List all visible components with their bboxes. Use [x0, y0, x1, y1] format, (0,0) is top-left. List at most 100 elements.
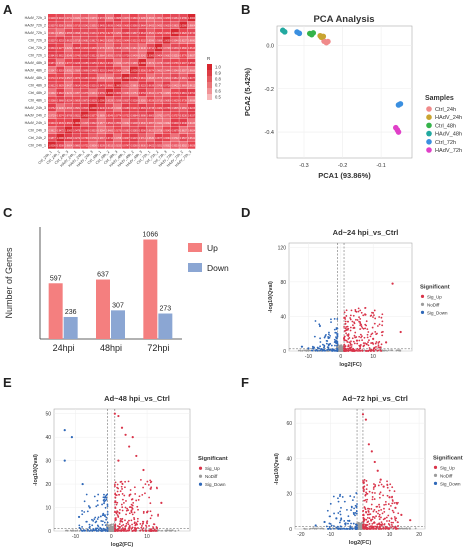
volcano72-x-tick: -10: [327, 532, 334, 538]
heatmap-cell-value: 0.9630: [163, 25, 171, 27]
heatmap-cell-value: 0.9838: [163, 18, 171, 20]
sig-down-point: [104, 495, 107, 498]
bar-category-label: 48hpi: [100, 343, 122, 353]
heatmap-cell: [146, 74, 155, 82]
heatmap-cell: [48, 119, 56, 127]
sig-down-point: [104, 499, 107, 502]
heatmap-cell: [146, 21, 155, 29]
sig-up-point: [349, 318, 352, 321]
sig-down-point: [81, 530, 84, 532]
sig-up-point: [362, 327, 365, 330]
sig-up-point: [114, 530, 116, 532]
sig-up-point: [123, 501, 125, 504]
pca-legend-label: HAdV_24h: [435, 115, 462, 121]
sig-up-point: [378, 493, 381, 495]
sig-up-point: [354, 331, 357, 334]
heatmap-cell-value: 0.9769: [98, 93, 106, 95]
sig-up-point: [142, 468, 145, 472]
heatmap-cell: [105, 141, 114, 149]
sig-up-point: [356, 319, 359, 321]
sig-down-point: [93, 495, 96, 498]
heatmap-cell: [56, 141, 65, 149]
heatmap-cell-value: 0.9630: [139, 123, 147, 125]
heatmap-cell: [162, 29, 171, 37]
sig-down-point: [328, 349, 331, 351]
bar-value-label: 307: [112, 302, 124, 309]
heatmap-cell: [48, 111, 56, 119]
sig-down-point: [103, 500, 106, 503]
heatmap-cell-value: 0.9265: [139, 100, 147, 102]
sig-up-point: [355, 318, 357, 321]
sig-down-point: [78, 526, 81, 529]
sig-up-point: [365, 342, 368, 346]
sig-down-point: [332, 525, 335, 527]
heatmap-cell-value: 0.9232: [65, 93, 73, 95]
sig-down-point: [326, 509, 329, 512]
sig-up-point: [149, 517, 152, 520]
sig-down-point: [353, 496, 356, 498]
heatmap-cell: [187, 104, 196, 112]
sig-down-point: [100, 520, 103, 522]
sig-down-point: [340, 528, 342, 530]
heatmap-cell: [121, 81, 130, 89]
bar-rect: [158, 313, 173, 339]
sig-up-point: [371, 332, 374, 335]
heatmap-cell: [89, 89, 97, 97]
sig-up-point: [365, 491, 368, 494]
sig-up-point: [391, 525, 394, 528]
nodiff-point: [108, 527, 111, 530]
heatmap-cell-value: 0.9253: [57, 40, 65, 42]
sig-down-point: [102, 527, 105, 530]
nodiff-point: [165, 530, 167, 532]
heatmap-cell-value: 0.9513: [90, 55, 98, 57]
heatmap-cell: [97, 66, 106, 74]
sig-up-point: [141, 525, 143, 527]
sig-up-point: [137, 527, 139, 529]
heatmap-cell: [121, 74, 130, 82]
sig-down-point: [97, 530, 99, 532]
heatmap-cell: [56, 126, 65, 134]
sig-down-point: [106, 526, 109, 529]
sig-up-point: [127, 523, 130, 526]
nodiff-point: [172, 529, 174, 531]
heatmap-cell-value: 0.9562: [106, 123, 114, 125]
nodiff-point: [356, 522, 359, 525]
sig-up-point: [148, 496, 151, 499]
heatmap-cell-value: 0.9337: [188, 115, 196, 117]
heatmap-cell-value: 0.9223: [188, 108, 196, 110]
heatmap-cell: [138, 141, 147, 149]
heatmap-cell: [72, 29, 81, 37]
sig-down-point: [327, 527, 329, 530]
heatmap-cell-value: 0.9201: [90, 85, 98, 87]
sig-up-point: [120, 480, 123, 483]
sig-down-point: [328, 336, 331, 339]
sig-up-point: [355, 339, 359, 342]
heatmap-cell-value: 1.0000: [114, 85, 122, 87]
heatmap-cell-value: 0.9286: [139, 18, 147, 20]
heatmap-cell: [154, 44, 163, 52]
heatmap-cell: [64, 36, 73, 44]
nodiff-point: [304, 349, 306, 352]
heatmap-cell: [171, 51, 179, 59]
heatmap-cell-value: 0.9883: [73, 145, 81, 147]
heatmap-cell: [162, 66, 171, 74]
sig-up-point: [379, 523, 382, 526]
heatmap-cell: [146, 104, 155, 112]
sig-up-point: [145, 511, 149, 514]
heatmap-cell-value: 0.9404: [155, 55, 163, 57]
heatmap-cell: [80, 141, 89, 149]
sig-up-point: [115, 518, 117, 521]
heatmap-cell: [105, 44, 114, 52]
volcano48-x-tick: 0: [110, 534, 113, 540]
volcano72-x-tick: -20: [297, 532, 304, 538]
sig-up-point: [145, 524, 147, 527]
heatmap-cell: [64, 81, 73, 89]
sig-up-point: [347, 338, 350, 340]
sig-up-point: [366, 492, 369, 495]
heatmap-cell: [64, 14, 73, 22]
heatmap-cell: [179, 36, 188, 44]
sig-down-point: [319, 337, 321, 340]
volcano24-y-tick: 120: [278, 245, 287, 251]
heatmap-cell: [80, 44, 89, 52]
heatmap-cell: [130, 29, 138, 37]
